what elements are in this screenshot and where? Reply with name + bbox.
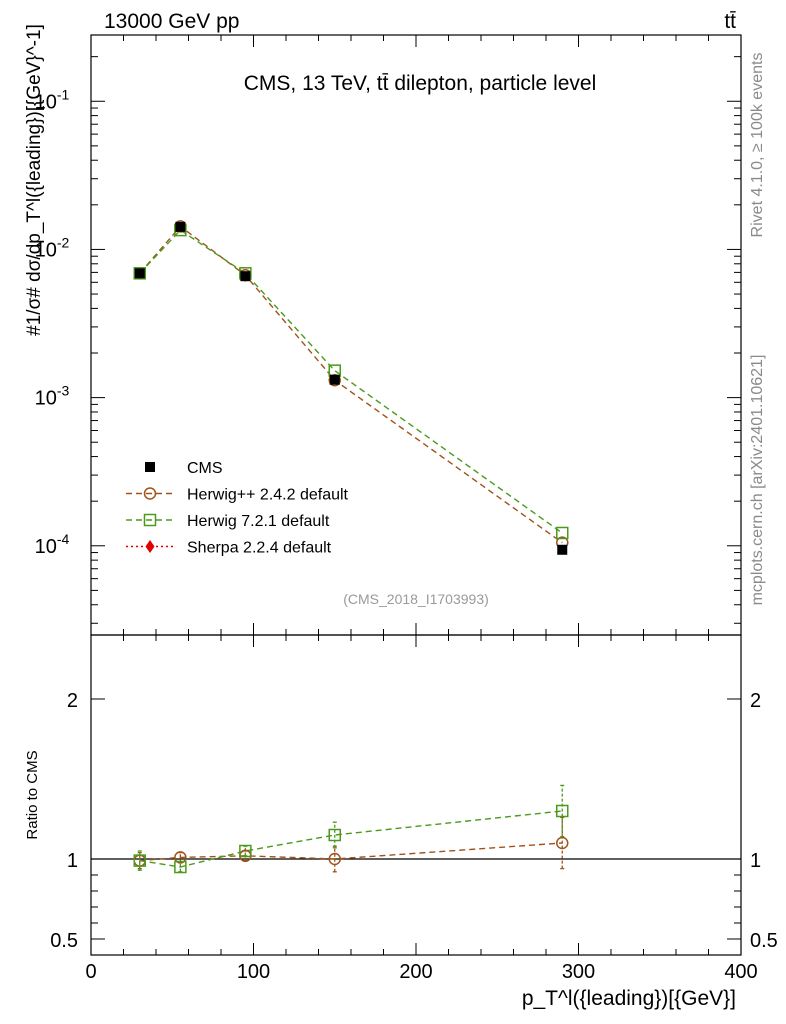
legend-marker-cms	[145, 462, 155, 472]
ratio-tick-label-right: 2	[750, 690, 761, 712]
ratio-tick-label-left: 1	[67, 850, 78, 872]
herwig-7-2-1-default-line	[139, 229, 563, 534]
ratio-panel-frame	[90, 634, 742, 956]
ratio-tick-label-right: 0.5	[750, 930, 778, 952]
y-tick-label: 10-3	[35, 383, 70, 410]
legend-label-sherpa-2-2-4-default: Sherpa 2.2.4 default	[187, 540, 332, 557]
y-tick-label-exponent: -4	[57, 531, 70, 547]
herwig-7-2-1-default-ratio-point	[239, 844, 252, 858]
cms-point	[175, 221, 186, 232]
herwig-7-2-1-default-point	[556, 526, 569, 540]
legend-marker-sherpa-2-2-4-default	[145, 540, 155, 553]
legend-label-herwig-2-4-2-default: Herwig++ 2.4.2 default	[187, 487, 349, 504]
herwig-7-2-1-default-point	[133, 267, 146, 280]
herwig-2-4-2-default-ratio-line	[139, 842, 563, 862]
legend: CMS Herwig++ 2.4.2 default Herwig 7.2.1 de…	[126, 460, 349, 557]
x-axis-label: p_T^l({leading})[{GeV}]	[522, 987, 736, 1010]
herwig-7-2-1-default-ratio-point	[328, 828, 341, 842]
ratio-tick-label-left: 2	[67, 690, 78, 712]
herwig-2-4-2-default-point	[328, 373, 341, 387]
axes-layer: 0 100 200 300 400 10-4 10-3 10-2 10-1 0.5 0.5 1 1 2 2	[35, 35, 778, 983]
ratio-y-axis-label: Ratio to CMS	[24, 750, 41, 839]
process-label: tt̄	[724, 10, 736, 33]
herwig-2-4-2-default-ratio-point	[556, 836, 569, 850]
y-tick-label: 10-4	[35, 531, 70, 558]
cms-point	[557, 544, 568, 555]
x-tick-label: 300	[562, 961, 595, 983]
herwig-2-4-2-default-ratio-point	[174, 851, 187, 864]
x-tick-label: 200	[399, 961, 432, 983]
herwig-7-2-1-default-ratio-point	[556, 804, 569, 818]
x-tick-label: 400	[724, 961, 757, 983]
legend-label-herwig-7-2-1-default: Herwig 7.2.1 default	[187, 513, 330, 530]
ratio-tick-label-left: 0.5	[50, 930, 78, 952]
y-tick-label-exponent: -3	[57, 383, 70, 399]
legend-marker-herwig-2-4-2-default	[143, 487, 157, 500]
herwig-7-2-1-default-ratio-point	[174, 860, 187, 874]
herwig-2-4-2-default-ratio-point	[328, 852, 341, 866]
cms-point	[240, 271, 251, 282]
legend-marker-herwig-7-2-1-default	[143, 513, 157, 527]
beam-label: 13000 GeV pp	[104, 10, 239, 33]
x-tick-label: 0	[85, 961, 96, 983]
ratio-tick-label-right: 1	[750, 850, 761, 872]
y-tick-label: 10-1	[35, 86, 70, 113]
herwig-7-2-1-default-ratio-line	[139, 810, 563, 868]
series-markers-layer	[133, 220, 569, 874]
rivet-version-label: Rivet 4.1.0, ≥ 100k events	[749, 53, 766, 238]
plot-title: CMS, 13 TeV, tt̄ dilepton, particle leve…	[244, 72, 597, 95]
cms-point	[134, 268, 145, 279]
y-tick-label: 10-2	[35, 234, 70, 261]
main-y-axis-label-text: #1/σ# dσ/dp_T^l({leading})[{GeV}^-1]	[24, 24, 45, 336]
main-y-axis-label: #1/σ# dσ/dp_T^l({leading})[{GeV}^-1]	[24, 24, 45, 336]
y-tick-label-exponent: -1	[57, 86, 70, 102]
analysis-id: (CMS_2018_I1703993)	[343, 591, 489, 607]
y-tick-label-exponent: -2	[57, 234, 70, 250]
x-tick-label: 100	[237, 961, 270, 983]
mcplots-source-label: mcplots.cern.ch [arXiv:2401.10621]	[749, 355, 766, 606]
legend-label-cms: CMS	[187, 460, 223, 477]
herwig-7-2-1-default-ratio-point	[133, 854, 146, 867]
cms-point	[329, 374, 340, 385]
